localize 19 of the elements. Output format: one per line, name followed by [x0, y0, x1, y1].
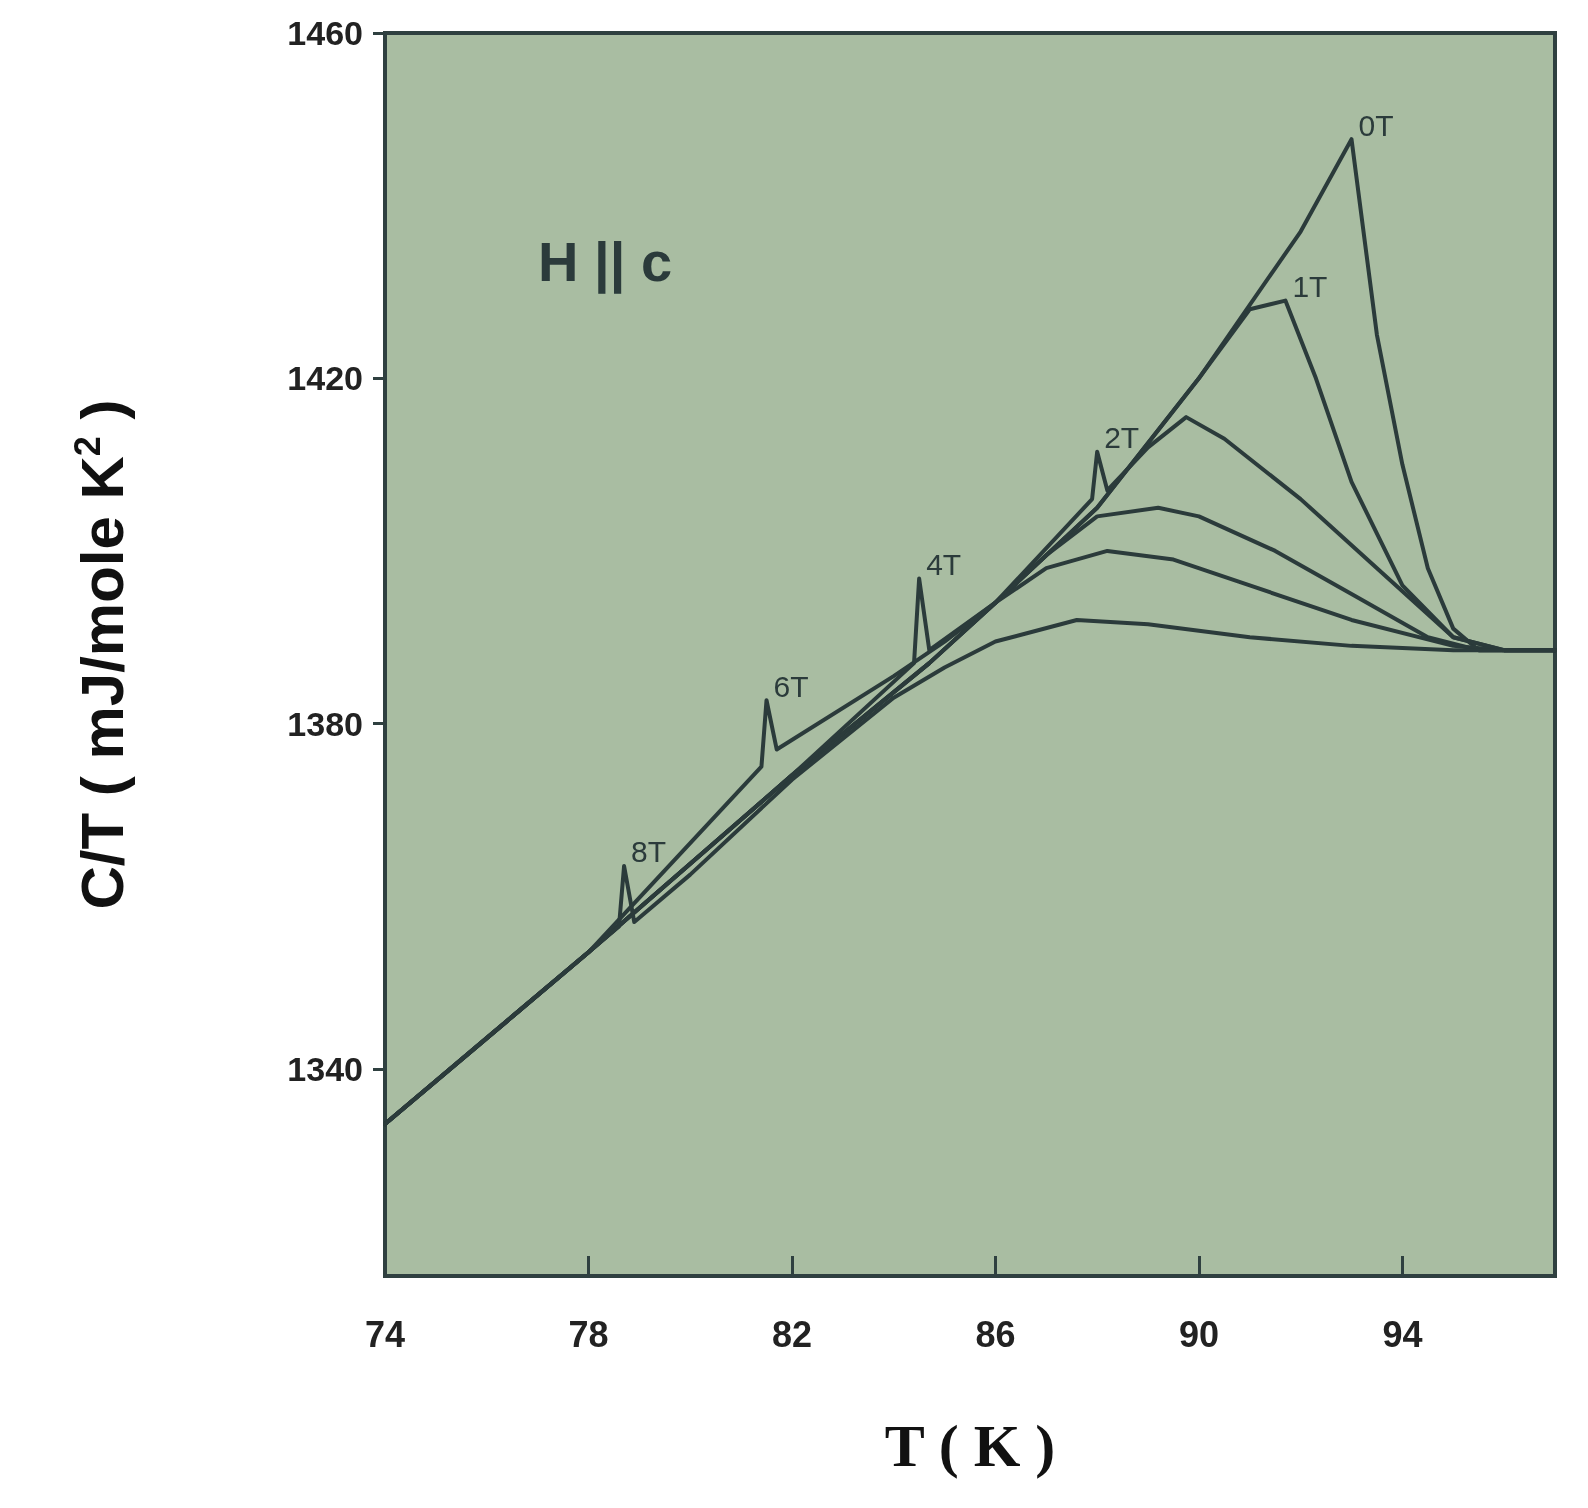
x-tick-label: 90: [1178, 1313, 1219, 1355]
series-label: 4T: [926, 548, 962, 582]
series-label: 8T: [631, 835, 667, 869]
y-tick-label: 1380: [287, 704, 363, 743]
y-tick-label: 1420: [287, 359, 363, 398]
y-tick-label: 1340: [287, 1049, 363, 1088]
series-label: 2T: [1104, 421, 1140, 455]
y-tick-label: 1460: [287, 14, 363, 52]
series-label: 6T: [773, 669, 809, 703]
series-label: 0T: [1358, 108, 1394, 142]
y-axis-title: C/T ( mJ/mole K2 ): [66, 399, 136, 910]
x-tick-label: 78: [568, 1313, 609, 1355]
x-tick-label: 94: [1382, 1313, 1423, 1355]
series-label: 1T: [1292, 270, 1328, 304]
x-tick-label: 82: [771, 1313, 812, 1355]
x-axis-title: T ( K ): [884, 1413, 1056, 1479]
annotation: H || c: [538, 229, 673, 294]
x-tick-label: 86: [975, 1313, 1016, 1355]
x-tick-label: 74: [364, 1313, 406, 1355]
